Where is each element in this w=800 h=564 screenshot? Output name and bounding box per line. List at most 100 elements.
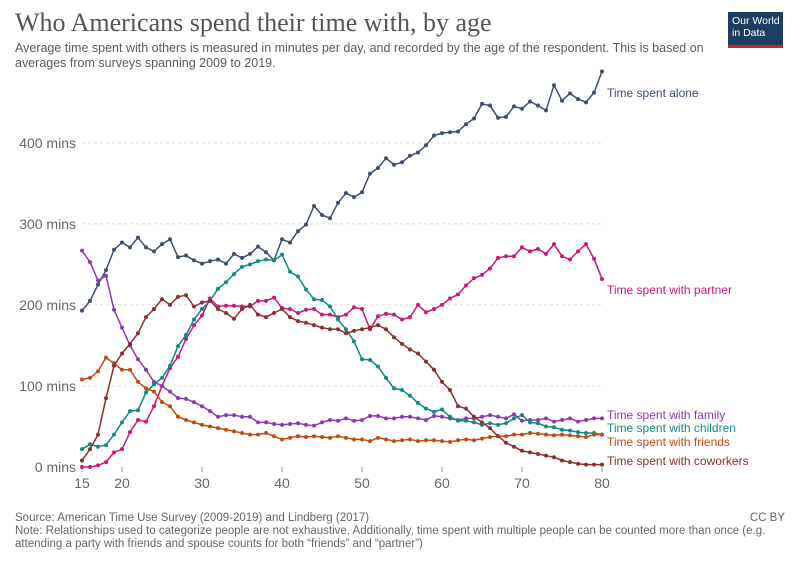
data-point xyxy=(576,461,580,466)
data-point xyxy=(512,444,516,449)
data-point xyxy=(288,315,292,320)
source-text[interactable]: Source: American Time Use Survey (2009-2… xyxy=(15,512,370,524)
data-point xyxy=(344,327,348,332)
data-point xyxy=(376,413,380,418)
series-line xyxy=(81,71,603,312)
data-point xyxy=(416,439,420,444)
data-point xyxy=(512,104,516,109)
data-point xyxy=(432,413,436,418)
chart-subtitle: Average time spent with others is measur… xyxy=(15,41,704,70)
data-point xyxy=(472,414,476,419)
note-text: Note: Relationships used to categorize p… xyxy=(15,525,766,550)
chart-title: Who Americans spend their time with, by … xyxy=(15,8,492,37)
data-point xyxy=(184,332,188,337)
data-point xyxy=(576,97,580,102)
data-point xyxy=(592,432,596,437)
data-point xyxy=(536,103,540,108)
data-point xyxy=(120,367,124,372)
data-point xyxy=(320,420,324,425)
data-point xyxy=(352,418,356,423)
data-point xyxy=(192,400,196,405)
data-point xyxy=(400,341,404,346)
data-point xyxy=(216,414,220,419)
data-point xyxy=(328,417,332,422)
data-point xyxy=(408,414,412,419)
data-point xyxy=(496,422,500,427)
license-text[interactable]: CC BY xyxy=(749,512,785,524)
data-point xyxy=(304,222,308,227)
data-point xyxy=(256,259,260,264)
data-point xyxy=(240,255,244,260)
data-point xyxy=(80,465,84,469)
data-point xyxy=(184,253,188,258)
data-point xyxy=(224,261,228,266)
data-point xyxy=(152,306,156,311)
data-point xyxy=(176,344,180,349)
data-point xyxy=(384,416,388,421)
data-point xyxy=(600,462,604,467)
data-point xyxy=(160,400,164,405)
data-point xyxy=(120,325,124,330)
data-point xyxy=(480,420,484,425)
data-point xyxy=(344,331,348,336)
data-point xyxy=(128,409,132,414)
data-point xyxy=(96,432,100,437)
data-point xyxy=(592,90,596,95)
data-point xyxy=(152,249,156,254)
data-point xyxy=(352,305,356,310)
data-point xyxy=(296,319,300,324)
data-point xyxy=(408,315,412,320)
data-point xyxy=(480,414,484,419)
data-point xyxy=(264,257,268,262)
data-point xyxy=(424,438,428,443)
data-point xyxy=(256,312,260,317)
data-point xyxy=(584,417,588,422)
data-point xyxy=(432,409,436,414)
data-point xyxy=(288,422,292,427)
data-point xyxy=(344,312,348,317)
data-point xyxy=(424,310,428,315)
data-point xyxy=(160,242,164,247)
data-point xyxy=(120,420,124,425)
data-point xyxy=(416,150,420,155)
data-point xyxy=(448,130,452,135)
data-point xyxy=(512,254,516,259)
owid-logo[interactable]: Our World in Data xyxy=(728,12,783,48)
data-point xyxy=(304,320,308,325)
data-point xyxy=(432,133,436,138)
data-point xyxy=(328,312,332,317)
data-point xyxy=(240,430,244,435)
data-point xyxy=(560,427,564,432)
data-point xyxy=(360,306,364,311)
data-point xyxy=(560,417,564,422)
data-point xyxy=(512,416,516,421)
data-point xyxy=(304,435,308,440)
data-point xyxy=(152,389,156,394)
data-point xyxy=(440,131,444,136)
y-tick-label: 400 mins xyxy=(19,135,76,151)
data-point xyxy=(256,420,260,425)
data-point xyxy=(280,252,284,257)
data-point xyxy=(408,393,412,398)
data-point xyxy=(400,438,404,443)
data-point xyxy=(496,434,500,439)
data-point xyxy=(368,413,372,418)
data-point xyxy=(176,414,180,419)
data-point xyxy=(568,428,572,433)
data-point xyxy=(312,323,316,328)
data-point xyxy=(528,99,532,104)
data-point xyxy=(512,432,516,437)
series-line xyxy=(81,356,602,443)
data-point xyxy=(144,315,148,320)
data-point xyxy=(536,417,540,422)
data-point xyxy=(136,417,140,422)
data-point xyxy=(176,354,180,359)
data-point xyxy=(224,413,228,418)
data-point xyxy=(232,251,236,256)
data-point xyxy=(344,191,348,196)
data-point xyxy=(528,430,532,435)
data-point xyxy=(392,439,396,444)
data-point xyxy=(432,306,436,311)
data-point xyxy=(216,257,220,262)
data-point xyxy=(272,422,276,427)
